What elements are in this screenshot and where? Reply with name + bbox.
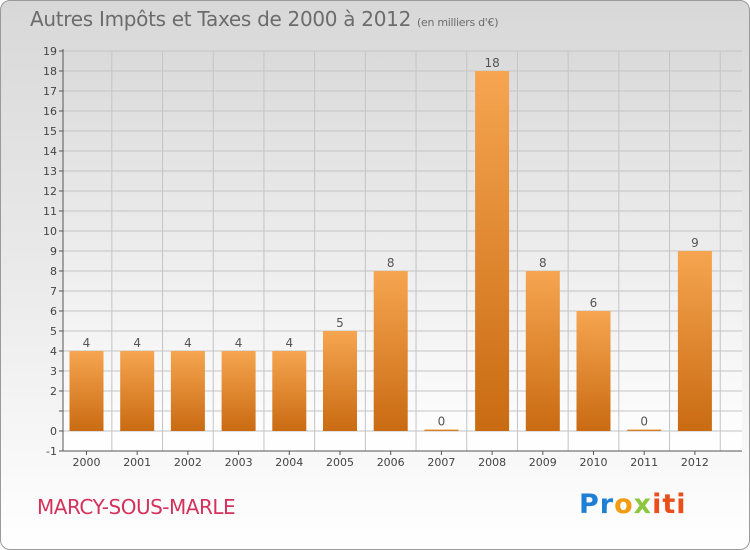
y-tick-label: 5	[50, 325, 57, 338]
y-tick-label: 17	[43, 85, 57, 98]
y-tick-label: 15	[43, 125, 57, 138]
logo-part: iti	[652, 489, 687, 520]
place-name: MARCY-SOUS-MARLE	[37, 495, 236, 519]
y-tick-label: 19	[43, 45, 57, 58]
bar	[475, 71, 510, 431]
y-tick-label: 0	[50, 425, 57, 438]
x-tick-label: 2011	[630, 456, 658, 469]
bar	[525, 271, 560, 431]
y-tick-label: 7	[50, 285, 57, 298]
y-tick-label: 3	[50, 365, 57, 378]
y-tick-label: 13	[43, 165, 57, 178]
bar	[221, 351, 256, 431]
data-label: 4	[133, 336, 141, 350]
bar	[627, 429, 662, 431]
logo-part: x	[633, 489, 653, 520]
bar	[373, 271, 408, 431]
x-tick-label: 2010	[580, 456, 608, 469]
proxiti-logo: Proxiti	[579, 489, 687, 520]
x-tick-label: 2012	[681, 456, 709, 469]
data-label: 4	[285, 336, 293, 350]
bar	[170, 351, 205, 431]
x-tick-label: 2000	[73, 456, 101, 469]
chart-title-text: Autres Impôts et Taxes de 2000 à 2012	[30, 7, 411, 31]
x-tick-label: 2005	[326, 456, 354, 469]
y-tick-label: 2	[50, 385, 57, 398]
x-tick-label: 2007	[427, 456, 455, 469]
data-label: 4	[235, 336, 243, 350]
data-label: 0	[640, 415, 648, 429]
x-tick-label: 2006	[377, 456, 405, 469]
data-label: 4	[83, 336, 91, 350]
chart-title: Autres Impôts et Taxes de 2000 à 2012 (en…	[30, 7, 498, 31]
x-tick-label: 2008	[478, 456, 506, 469]
y-tick-label: 11	[43, 205, 57, 218]
y-tick-label: 8	[50, 265, 57, 278]
y-tick-label: -1	[46, 445, 57, 458]
data-label: 0	[438, 415, 446, 429]
logo-part: o	[614, 489, 634, 520]
axes: -1 0 2 3 4 5 6 7 8 9 10 11 12 13 14 15 16 17 18 19 2000 2001 2…	[43, 45, 742, 469]
bar	[323, 331, 357, 431]
y-tick-label: 14	[43, 145, 57, 158]
y-tick-label: 6	[50, 305, 57, 318]
x-tick-label: 2001	[123, 456, 151, 469]
chart-unit: (en milliers d'€)	[417, 16, 499, 29]
data-label: 5	[336, 316, 344, 330]
data-label: 8	[539, 256, 547, 270]
bar	[677, 251, 712, 431]
y-tick-label: 9	[50, 245, 57, 258]
bar	[120, 351, 155, 431]
y-tick-label: 10	[43, 225, 57, 238]
data-label: 9	[691, 236, 699, 250]
x-tick-label: 2002	[174, 456, 202, 469]
x-tick-label: 2009	[529, 456, 557, 469]
data-label: 18	[484, 56, 499, 70]
y-tick-label: 4	[50, 345, 57, 358]
bar	[272, 351, 307, 431]
y-tick-label: 18	[43, 65, 57, 78]
logo-part: Pr	[579, 489, 615, 520]
bars: 4 4 4 4 4 5 8 0 18 8 6 0 9	[69, 56, 712, 431]
data-label: 4	[184, 336, 192, 350]
bar	[424, 429, 459, 431]
y-tick-label: 16	[43, 105, 57, 118]
bar	[69, 351, 104, 431]
data-label: 6	[590, 296, 598, 310]
x-tick-label: 2004	[275, 456, 303, 469]
data-label: 8	[387, 256, 395, 270]
bar	[576, 311, 611, 431]
y-tick-label: 12	[43, 185, 57, 198]
x-tick-label: 2003	[225, 456, 253, 469]
